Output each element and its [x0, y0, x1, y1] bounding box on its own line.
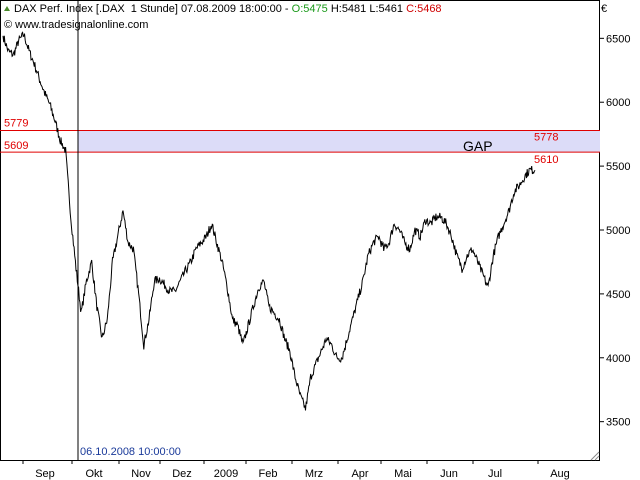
chart-header: DAX Perf. Index [.DAX 1 Stunde] 07.08.20… [4, 3, 442, 15]
x-tick-label: Okt [85, 468, 102, 480]
low-value: L:5461 [369, 3, 404, 15]
gap-zone [78, 130, 600, 153]
gap-layer: GAP 5779 5609 5778 5610 [0, 117, 600, 166]
gap-right-lower-label: 5610 [534, 154, 558, 166]
y-tick-label: 6000 [606, 97, 630, 109]
gap-label: GAP [463, 138, 493, 154]
up-arrow-icon [4, 6, 10, 11]
resize-handle[interactable] [590, 451, 600, 461]
plot-frame [0, 0, 600, 461]
gap-right-upper-label: 5778 [534, 131, 558, 143]
datetime-label: 07.08.2009 18:00:00 [180, 3, 282, 15]
x-tick-label: Aug [550, 468, 570, 480]
x-tick-label: Jul [488, 468, 502, 480]
high-value: H:5481 [330, 3, 367, 15]
y-tick-label: 3500 [606, 417, 630, 429]
x-tick-label: Dez [172, 468, 192, 480]
interval-label: 1 Stunde] [130, 3, 178, 15]
x-tick-label: Sep [35, 468, 55, 480]
x-tick-label: Jun [440, 468, 458, 480]
y-tick-label: 5000 [606, 225, 630, 237]
x-axis: Sep Okt Nov Dez 2009 Feb Mrz Apr Mai Jun Jul Aug [22, 460, 570, 480]
x-tick-label: Nov [131, 468, 151, 480]
crosshair-date-label: 06.10.2008 10:00:00 [80, 446, 181, 458]
x-tick-label: 2009 [214, 468, 238, 480]
y-axis: 3500 4000 4500 5000 5500 6000 6500 [600, 33, 630, 429]
x-tick-label: Feb [259, 468, 278, 480]
y-tick-label: 4000 [606, 353, 630, 365]
x-tick-label: Mai [394, 468, 412, 480]
symbol-name: DAX Perf. Index [.DAX [14, 3, 125, 15]
y-tick-label: 5500 [606, 161, 630, 173]
gap-left-lower-label: 5609 [4, 140, 28, 152]
x-tick-label: Apr [351, 468, 368, 480]
source-label: © www.tradesignalonline.com [4, 19, 149, 31]
currency-label: € [601, 3, 608, 15]
close-value: C:5468 [406, 3, 442, 15]
gap-left-upper-label: 5779 [4, 117, 28, 129]
open-value: O:5475 [291, 3, 328, 15]
x-tick-label: Mrz [305, 468, 323, 480]
y-tick-label: 6500 [606, 33, 630, 45]
price-series-line [2, 31, 536, 411]
y-tick-label: 4500 [606, 289, 630, 301]
